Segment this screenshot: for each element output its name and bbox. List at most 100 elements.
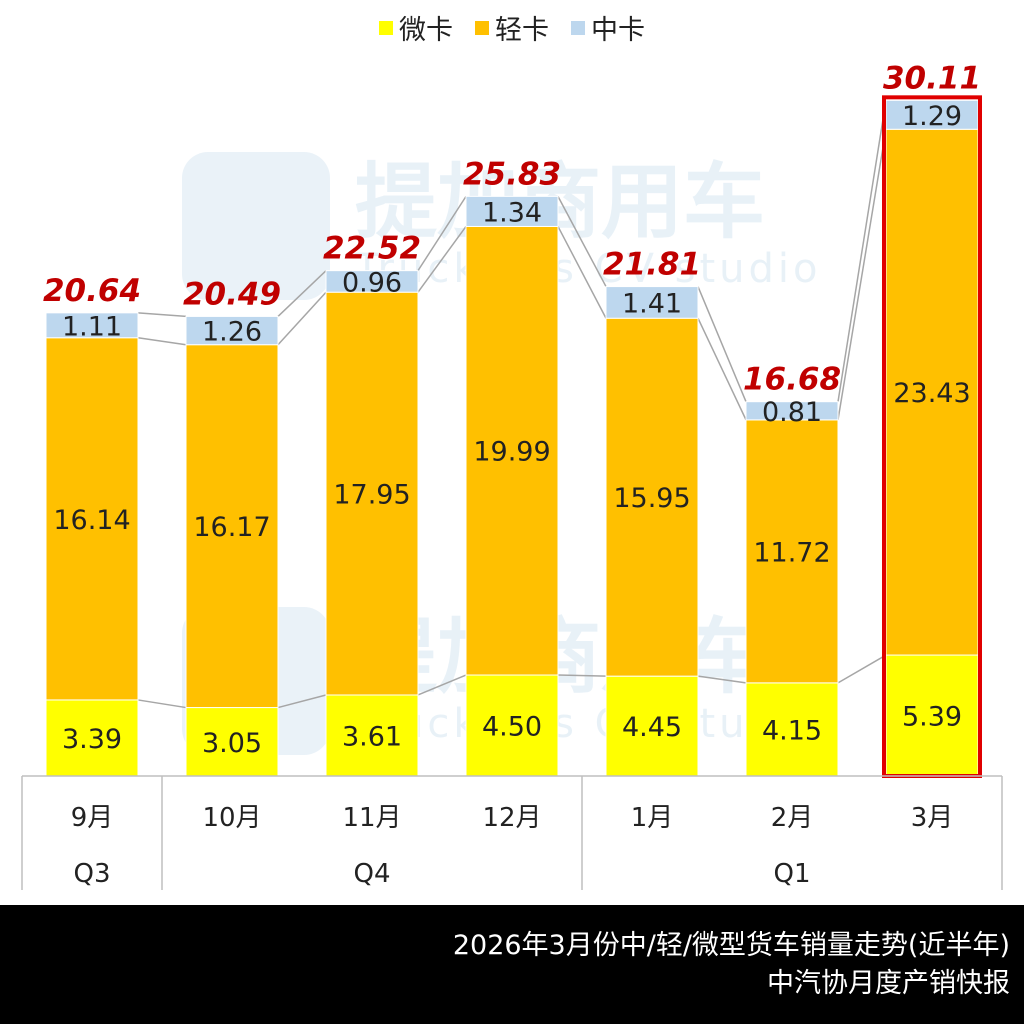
connector-line — [557, 226, 607, 319]
total-label: 16.68 — [743, 362, 841, 398]
bar-segment — [605, 317, 699, 677]
connector-line — [277, 270, 327, 317]
connector-line — [697, 286, 747, 402]
bar-segment — [465, 225, 559, 676]
x-axis: Q3 Q4 Q1 9月 10月 11月 12月 1月 2月 3月 — [21, 775, 1003, 890]
bar-segment — [745, 401, 839, 421]
value-label: 3.61 — [342, 721, 402, 752]
bar-segment — [885, 128, 979, 656]
legend-label-medium: 中卡 — [591, 15, 645, 46]
quarter-label: Q3 — [73, 859, 110, 889]
bar-segment — [45, 337, 139, 701]
value-label: 19.99 — [473, 437, 550, 468]
value-label: 11.72 — [753, 537, 830, 568]
month-tick-label: 3月 — [911, 803, 954, 833]
bar-segment — [325, 694, 419, 777]
legend-swatch-light — [475, 20, 489, 35]
value-label: 1.11 — [62, 311, 122, 342]
value-label: 3.39 — [62, 724, 122, 755]
legend-label-light: 轻卡 — [495, 15, 549, 46]
total-label: 25.83 — [463, 156, 561, 192]
connector-line — [417, 674, 467, 696]
value-label: 4.50 — [482, 712, 542, 743]
month-tick-label: 9月 — [71, 803, 114, 833]
bars — [45, 99, 979, 777]
footer-title: 2026年3月份中/轻/微型货车销量走势(近半年) — [452, 930, 1010, 961]
bar-segment — [605, 286, 699, 319]
legend-item-light: 轻卡 — [475, 8, 549, 47]
connector-line — [137, 337, 187, 346]
connector-line — [557, 674, 607, 677]
footer-source: 中汽协月度产销快报 — [767, 968, 1010, 999]
connector-line — [697, 675, 747, 684]
value-label: 23.43 — [893, 378, 970, 409]
value-label: 1.34 — [482, 197, 542, 228]
total-label: 20.64 — [43, 273, 141, 309]
value-label: 16.14 — [53, 505, 130, 536]
total-label: 20.49 — [183, 276, 281, 312]
bar-segment — [45, 699, 139, 777]
legend-swatch-medium — [571, 20, 585, 35]
connector-line — [277, 291, 327, 346]
bar-segment — [325, 270, 419, 293]
legend-item-micro: 微卡 — [379, 8, 453, 47]
value-label: 3.05 — [202, 728, 262, 759]
value-label: 16.17 — [193, 512, 270, 543]
month-tick-label: 2月 — [771, 803, 814, 833]
value-label: 0.96 — [342, 267, 402, 298]
month-tick-label: 1月 — [631, 803, 674, 833]
value-label: 1.41 — [622, 288, 682, 319]
connector-line — [837, 129, 887, 420]
month-tick-label: 12月 — [482, 803, 541, 833]
connector-line — [417, 226, 467, 293]
value-label: 1.26 — [202, 317, 262, 348]
legend-label-micro: 微卡 — [399, 15, 453, 46]
total-label: 21.81 — [603, 247, 701, 283]
value-label: 5.39 — [902, 702, 962, 733]
bar-segment — [185, 344, 279, 709]
watermark-subtext: TruckPlus CV studio — [354, 246, 822, 292]
month-tick-label: 11月 — [342, 803, 401, 833]
legend-item-medium: 中卡 — [571, 8, 645, 47]
bar-segment — [885, 99, 979, 130]
value-label: 0.81 — [762, 397, 822, 428]
value-label: 4.45 — [622, 712, 682, 743]
legend: 微卡 轻卡 中卡 — [0, 8, 1024, 47]
connector-line — [137, 699, 187, 709]
connector-line — [837, 654, 887, 684]
connector-line — [697, 317, 747, 421]
connector-line — [277, 694, 327, 709]
bar-segment — [185, 315, 279, 346]
total-label: 22.52 — [323, 231, 421, 267]
legend-swatch-micro — [379, 20, 393, 35]
connector-lines — [137, 100, 887, 709]
watermark-subtext: TruckPlus CV studio — [354, 701, 822, 747]
footer-caption: 2026年3月份中/轻/微型货车销量走势(近半年) 中汽协月度产销快报 — [0, 905, 1024, 1024]
bar-segment — [45, 312, 139, 339]
month-tick-label: 10月 — [202, 803, 261, 833]
bar-segment — [745, 682, 839, 777]
quarter-label: Q1 — [773, 859, 810, 889]
bar-segment — [325, 291, 419, 696]
value-label: 1.29 — [902, 101, 962, 132]
bar-segment — [605, 675, 699, 777]
total-label: 30.11 — [883, 60, 981, 96]
value-label: 4.15 — [762, 715, 822, 746]
bar-segment — [465, 674, 559, 777]
quarter-label: Q4 — [353, 859, 390, 889]
connector-line — [417, 195, 467, 272]
bar-segment — [745, 419, 839, 684]
connector-line — [837, 100, 887, 402]
connector-line — [137, 312, 187, 318]
value-label: 17.95 — [333, 480, 410, 511]
watermark-logo-icon — [182, 152, 330, 300]
watermark-text: 提加商用车 — [355, 155, 765, 250]
value-label: 15.95 — [613, 483, 690, 514]
bar-segment — [465, 195, 559, 227]
chart-area: 提加商用车 TruckPlus CV studio 提加商用车 TruckPlus C… — [0, 8, 1024, 890]
connector-line — [557, 196, 607, 287]
